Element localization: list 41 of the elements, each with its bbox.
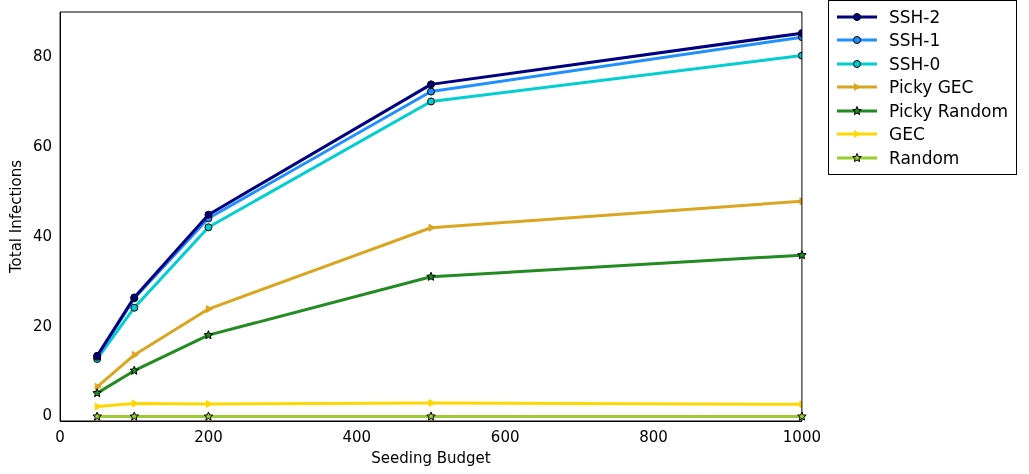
legend-label: Picky Random — [889, 100, 1009, 121]
point — [427, 97, 435, 106]
x-tick-label: 1000 — [782, 427, 822, 446]
point — [130, 303, 139, 312]
point — [203, 411, 214, 421]
point — [204, 223, 213, 232]
point — [797, 411, 807, 421]
point — [427, 87, 435, 96]
legend-label: Picky GEC — [889, 77, 974, 98]
y-tick-label: 20 — [32, 316, 53, 335]
point — [204, 210, 213, 219]
y-tick-label: 40 — [32, 226, 53, 245]
point — [94, 382, 102, 391]
x-tick-label: 0 — [55, 427, 65, 446]
point — [92, 411, 102, 421]
legend-label: SSH-2 — [889, 6, 941, 27]
x-axis-title: Seeding Budget — [371, 448, 491, 467]
legend-label: SSH-0 — [889, 53, 941, 74]
legend-label: Random — [889, 147, 960, 168]
legend-label: GEC — [889, 124, 925, 145]
y-tick-label: 0 — [42, 406, 53, 425]
point — [205, 399, 213, 408]
point — [129, 365, 140, 375]
point — [92, 388, 102, 398]
x-tick-label: 800 — [639, 427, 668, 446]
point — [94, 402, 102, 411]
y-tick-label: 60 — [32, 136, 53, 155]
x-tick-label: 200 — [194, 427, 223, 446]
legend-label: SSH-1 — [889, 30, 941, 51]
point — [797, 250, 807, 260]
point — [129, 411, 140, 421]
point — [131, 350, 139, 359]
point — [203, 330, 214, 340]
point — [426, 271, 436, 281]
point — [427, 80, 435, 89]
x-tick-label: 600 — [490, 427, 520, 446]
y-axis-title: Total Infections — [6, 159, 25, 275]
point — [205, 305, 213, 314]
y-tick-label: 80 — [32, 46, 53, 65]
x-tick-label: 400 — [342, 427, 372, 446]
point — [426, 411, 436, 421]
